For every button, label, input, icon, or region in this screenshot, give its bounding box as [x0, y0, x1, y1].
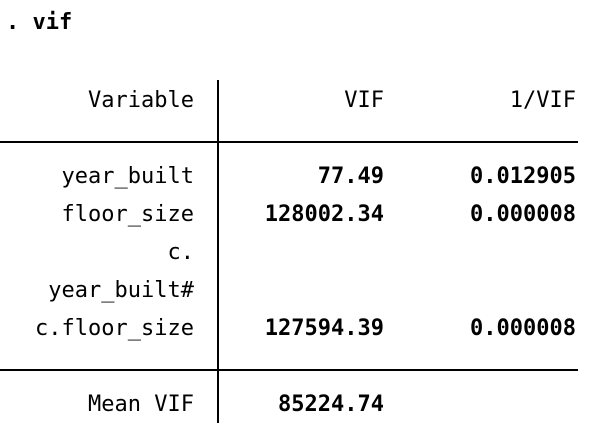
row-inv-vif-value: 0.000008	[470, 202, 576, 227]
header-variable: Variable	[88, 88, 194, 113]
row-inv-vif-value: 0.000008	[470, 316, 576, 341]
row-vif-value: 127594.39	[264, 316, 384, 341]
footer-rule	[0, 369, 578, 371]
column-divider	[217, 80, 219, 423]
row-label: year_built	[61, 164, 194, 189]
header-vif: VIF	[344, 88, 384, 113]
command-line: . vif	[6, 10, 73, 35]
mean-vif-value: 85224.74	[278, 392, 384, 417]
row-label: floor_size	[61, 202, 194, 227]
row-label-line: c.floor_size	[35, 316, 194, 341]
header-inv-vif: 1/VIF	[509, 88, 576, 113]
row-label-line: year_built#	[48, 278, 194, 303]
row-inv-vif-value: 0.012905	[470, 164, 576, 189]
row-label-line: c.	[167, 240, 195, 265]
header-rule	[0, 141, 578, 143]
row-vif-value: 128002.34	[264, 202, 384, 227]
mean-vif-label: Mean VIF	[88, 392, 194, 417]
row-vif-value: 77.49	[317, 164, 384, 189]
